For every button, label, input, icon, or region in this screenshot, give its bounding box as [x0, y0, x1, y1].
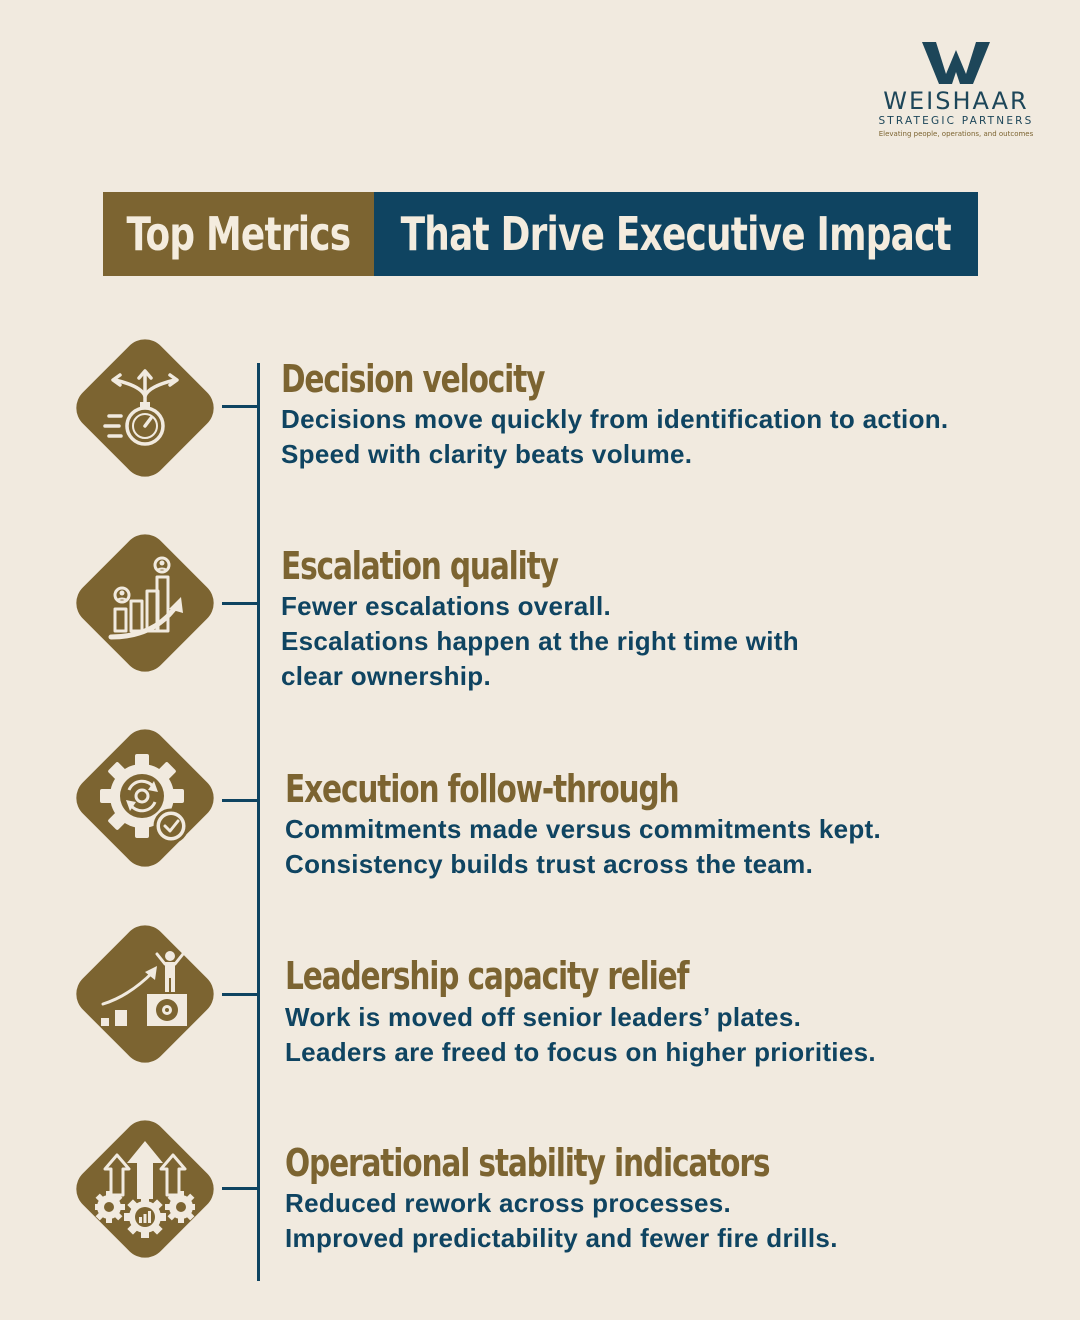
description-line: Decisions move quickly from identificati… — [281, 404, 949, 434]
description-line: Leaders are freed to focus on higher pri… — [285, 1037, 876, 1067]
decision-stopwatch-icon — [103, 369, 179, 446]
metric-description: Decisions move quickly from identificati… — [281, 402, 948, 472]
description-line: Speed with clarity beats volume. — [281, 439, 693, 469]
metric-title: Leadership capacity relief — [285, 954, 689, 998]
metric-badge — [67, 330, 223, 486]
brand-subtitle: STRATEGIC PARTNERS — [878, 115, 1034, 127]
metric-title: Decision velocity — [281, 357, 545, 401]
leader-growth-icon — [101, 951, 187, 1026]
brand-tagline: Elevating people, operations, and outcom… — [878, 130, 1034, 138]
title-left-text: Top Metrics — [126, 207, 352, 261]
title-right-segment: That Drive Executive Impact — [374, 192, 978, 276]
timeline-connector — [222, 602, 259, 605]
description-line: Escalations happen at the right time wit… — [281, 626, 799, 656]
gear-check-icon — [100, 754, 189, 844]
metric-badge — [67, 1111, 223, 1267]
metric-description: Fewer escalations overall. Escalations h… — [281, 589, 799, 694]
metric-title: Escalation quality — [281, 544, 559, 588]
description-line: Improved predictability and fewer fire d… — [285, 1223, 838, 1253]
title-right-text: That Drive Executive Impact — [400, 207, 952, 261]
metric-title: Execution follow-through — [285, 767, 680, 811]
timeline-connector — [222, 1187, 259, 1190]
timeline-line — [257, 363, 260, 1281]
title-banner: Top Metrics That Drive Executive Impact — [103, 192, 978, 276]
operations-gears-icon — [95, 1141, 195, 1238]
description-line: Work is moved off senior leaders’ plates… — [285, 1002, 802, 1032]
metric-badge — [67, 916, 223, 1072]
description-line: Consistency builds trust across the team… — [285, 849, 814, 879]
timeline-connector — [222, 405, 259, 408]
metric-description: Reduced rework across processes. Improve… — [285, 1186, 838, 1256]
escalation-growth-icon — [108, 556, 183, 640]
description-line: clear ownership. — [281, 661, 491, 691]
description-line: Fewer escalations overall. — [281, 591, 612, 621]
brand-name: WEISHAAR — [883, 87, 1029, 115]
metric-title: Operational stability indicators — [285, 1141, 770, 1185]
metric-badge — [67, 525, 223, 681]
metric-badge — [67, 720, 223, 876]
timeline-connector — [222, 799, 259, 802]
title-left-segment: Top Metrics — [103, 192, 374, 276]
brand-logo: WEISHAAR STRATEGIC PARTNERS Elevating pe… — [866, 40, 1046, 140]
timeline-connector — [222, 993, 259, 996]
weishaar-w-logo-icon — [922, 42, 990, 84]
description-line: Reduced rework across processes. — [285, 1188, 732, 1218]
metric-description: Commitments made versus commitments kept… — [285, 812, 881, 882]
metric-description: Work is moved off senior leaders’ plates… — [285, 1000, 876, 1070]
description-line: Commitments made versus commitments kept… — [285, 814, 882, 844]
